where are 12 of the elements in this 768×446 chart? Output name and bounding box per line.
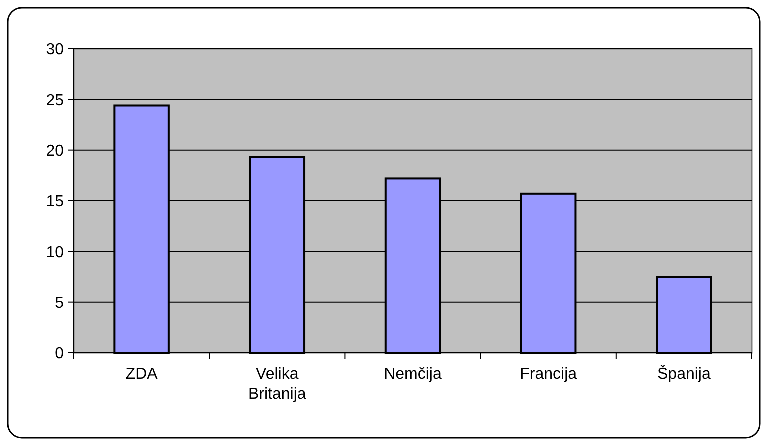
y-tick-label: 15 bbox=[46, 194, 64, 211]
y-tick-label: 0 bbox=[55, 346, 64, 363]
y-tick-label: 10 bbox=[46, 244, 64, 262]
y-tick-label: 25 bbox=[46, 92, 64, 110]
y-tick-label: 5 bbox=[55, 294, 64, 312]
x-tick-label: Španija bbox=[658, 365, 711, 383]
x-tick-label: Francija bbox=[520, 366, 578, 383]
y-tick-label: 20 bbox=[46, 142, 64, 160]
x-tick-label: ZDA bbox=[126, 366, 158, 383]
x-tick-label: Nemčija bbox=[384, 366, 442, 383]
y-tick-label: 30 bbox=[46, 42, 64, 59]
x-tick-label: Velika Britanija bbox=[248, 366, 306, 403]
